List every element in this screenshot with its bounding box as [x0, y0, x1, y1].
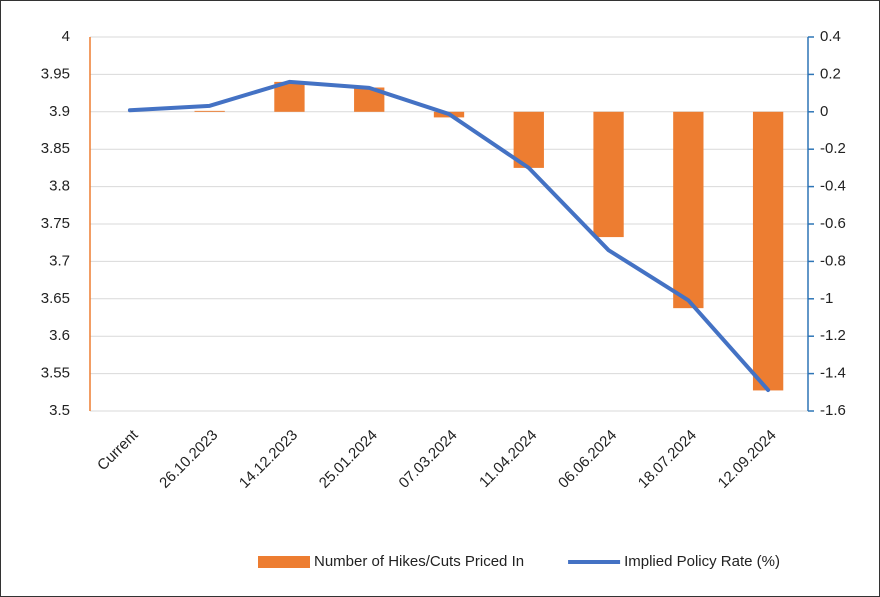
- y-tick-label: 3.6: [49, 327, 70, 344]
- legend-swatch: [258, 556, 310, 568]
- legend-label: Implied Policy Rate (%): [624, 553, 780, 570]
- y-tick-label: 3.55: [41, 365, 70, 382]
- bar: [513, 111, 544, 168]
- bar: [194, 110, 225, 112]
- y-tick-label: 3.5: [49, 402, 70, 419]
- y2-tick-label: 0: [820, 103, 828, 120]
- y2-tick-label: -1.2: [820, 327, 846, 344]
- y2-tick-label: -1: [820, 290, 833, 307]
- y-tick-label: 3.75: [41, 215, 70, 232]
- y-tick-label: 3.95: [41, 65, 70, 82]
- bar: [673, 111, 704, 309]
- y2-tick-label: -0.4: [820, 178, 846, 195]
- y2-tick-label: 0.2: [820, 65, 841, 82]
- y2-tick-label: -0.8: [820, 252, 846, 269]
- y2-tick-label: 0.4: [820, 28, 841, 45]
- y2-tick-label: -0.6: [820, 215, 846, 232]
- y-tick-label: 3.8: [49, 178, 70, 195]
- y2-tick-label: -1.6: [820, 402, 846, 419]
- legend-label: Number of Hikes/Cuts Priced In: [314, 553, 524, 570]
- y-tick-label: 4: [62, 28, 70, 45]
- y2-tick-label: -0.2: [820, 140, 846, 157]
- y2-tick-label: -1.4: [820, 365, 846, 382]
- y-tick-label: 3.65: [41, 290, 70, 307]
- y-tick-label: 3.9: [49, 103, 70, 120]
- bar: [593, 111, 624, 238]
- line: [127, 79, 771, 393]
- y-tick-label: 3.7: [49, 252, 70, 269]
- bar: [752, 111, 784, 391]
- y-tick-label: 3.85: [41, 140, 70, 157]
